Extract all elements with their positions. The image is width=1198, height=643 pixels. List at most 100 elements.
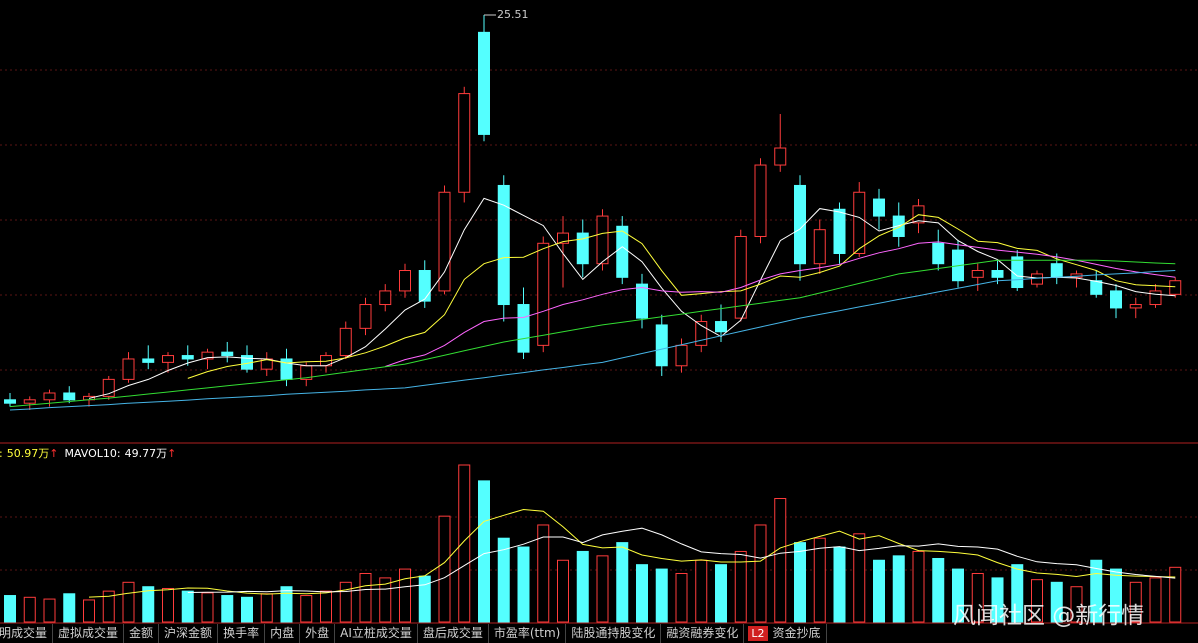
tab[interactable]: 陆股通持股变化 [566,624,662,643]
moving-average-line [385,241,1176,367]
volume-bar [280,586,293,623]
candle-body [1149,290,1162,306]
volume-bar [83,599,95,623]
legend-name: 5: [0,447,3,460]
l2-badge[interactable]: L2 [748,626,768,641]
volume-bar [1011,564,1024,623]
volume-bar [616,542,629,623]
volume-bar [1090,559,1103,623]
moving-average-line [187,527,1176,593]
candle-body [4,399,16,404]
volume-bar [142,586,155,623]
candle-body [221,351,234,357]
tab[interactable]: 外盘 [300,624,336,643]
tab[interactable]: AI立桩成交量 [335,624,418,643]
candle-body [1011,256,1024,289]
candle-body [675,344,688,367]
candle-body [991,270,1004,278]
volume-bar [734,550,747,623]
candle-body [892,215,905,237]
high-price-label: 25.51 [497,8,529,21]
volume-bar [636,564,648,623]
candle-body [734,235,747,319]
volume-bar [537,524,550,623]
volume-bar [201,592,214,623]
volume-bar [596,555,609,623]
tab[interactable]: 内盘 [265,624,301,643]
tab[interactable]: 资金抄底 [768,624,827,643]
volume-bar [497,537,510,623]
candle-body [873,198,885,217]
candle-body [497,184,510,306]
candle-body [339,327,352,357]
tab[interactable]: 金额 [124,624,160,643]
volume-bar [873,559,885,623]
volume-bar [1129,581,1142,623]
moving-average-line [9,270,1176,411]
volume-bar [991,577,1004,623]
volume-bar [853,533,866,623]
tab[interactable]: 换手率 [218,624,266,643]
candle-body [557,232,569,244]
candle-body [695,321,708,346]
candle-body [1090,280,1103,295]
candle-body [813,229,826,265]
volume-bar [122,581,135,623]
volume-bar [260,593,273,623]
candle-body [833,208,846,254]
tab[interactable]: 沪深金额 [159,624,219,643]
candle-body [794,184,806,265]
moving-average-line [9,259,1176,408]
candle-body [122,358,135,380]
legend-value: 49.77万 [125,447,168,460]
candle-body [1129,304,1142,309]
volume-bar [576,550,589,623]
volume-bar [833,546,846,623]
volume-bar [774,498,787,623]
candle-body [754,164,767,237]
candle-body [616,225,629,278]
indicator-tabs: 明成交量 虚拟成交量 金额 沪深金额 换手率 内盘 外盘 AI立桩成交量 盘后成… [0,624,827,643]
candle-body [636,283,648,319]
volume-bar [300,595,313,623]
candle-body [932,242,945,265]
volume-bar [23,596,36,623]
volume-bar [912,550,925,623]
tab[interactable]: 融资融券变化 [661,624,745,643]
volume-bar [794,542,806,623]
candle-body [1110,290,1122,309]
volume-bar [181,590,194,623]
volume-bar [517,546,530,623]
volume-bar [971,572,984,623]
candle-body [774,147,787,166]
volume-bar [813,537,826,623]
volume-bar [655,568,668,623]
volume-bar [339,581,352,623]
candle-body [399,270,411,292]
tab[interactable]: 市盈率(ttm) [489,624,567,643]
candle-body [359,304,372,329]
volume-bar [695,559,708,623]
candle-body [438,191,451,292]
volume-bar [162,587,174,623]
candle-body [596,215,609,265]
tab[interactable]: 虚拟成交量 [53,624,125,643]
volume-bar [399,568,411,623]
watermark: 风闻社区 @新行情 [953,603,1145,629]
volume-bar [241,596,253,623]
volume-bar [1149,577,1162,623]
candle-body [418,270,431,302]
volume-bar [952,568,964,623]
candle-body [655,324,668,367]
candle-body [102,378,115,397]
candle-body [201,351,214,360]
legend-arrow: ↑ [49,447,58,460]
candle-body [715,321,727,333]
volume-bar [221,595,234,623]
legend-value: 50.97万 [7,447,50,460]
tab[interactable]: 明成交量 [0,624,54,643]
volume-bar [715,564,727,623]
tab[interactable]: 盘后成交量 [418,624,489,643]
